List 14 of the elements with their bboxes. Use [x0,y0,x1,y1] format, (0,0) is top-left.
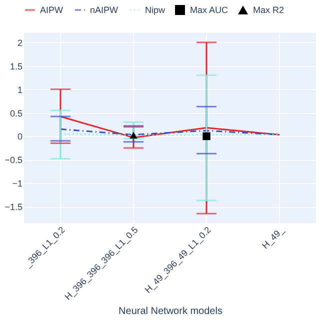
y-tick-label: 0.5 [10,108,22,118]
legend-label: Max R2 [253,5,284,15]
legend-label: Max AUC [190,5,229,15]
legend-label: Nipw [145,5,166,15]
y-tick-label: 2 [17,38,22,48]
y-tick-label: 0 [17,132,22,142]
legend-label: nAIPW [90,5,119,15]
y-tick-label: −1.5 [4,202,22,212]
y-tick-label: −0.5 [4,155,22,166]
x-axis-title: Neural Network models [118,306,222,317]
legend-label: AIPW [40,5,64,15]
y-tick-label: 1 [17,84,22,95]
y-tick-label: −1 [12,178,22,189]
y-tick-label: 1.5 [10,61,22,72]
